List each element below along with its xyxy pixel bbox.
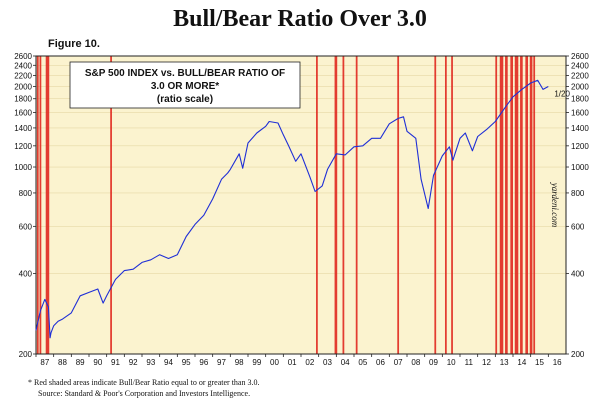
source-note: Source: Standard & Poor's Corporation an… — [38, 389, 251, 398]
y-tick-label-left: 800 — [19, 189, 33, 198]
chart-inner-title: S&P 500 INDEX vs. BULL/BEAR RATIO OF — [85, 68, 285, 79]
y-tick-label-left: 2600 — [14, 52, 32, 61]
y-tick-label-right: 1000 — [571, 163, 589, 172]
bull-bear-shade — [514, 56, 519, 354]
x-tick-label: 87 — [40, 358, 49, 367]
y-tick-label-left: 600 — [19, 222, 33, 231]
chart-inner-title-2: 3.0 OR MORE* — [151, 81, 219, 92]
chart-subtitle: (ratio scale) — [157, 94, 213, 105]
bull-bear-shade — [110, 56, 112, 354]
x-tick-label: 90 — [93, 358, 102, 367]
bull-bear-shade — [355, 56, 358, 354]
y-tick-label-right: 200 — [571, 350, 585, 359]
y-tick-label-right: 1200 — [571, 142, 589, 151]
x-tick-label: 07 — [394, 358, 403, 367]
x-tick-label: 89 — [76, 358, 85, 367]
x-tick-label: 03 — [323, 358, 332, 367]
y-tick-label-right: 1800 — [571, 95, 589, 104]
x-tick-label: 97 — [217, 358, 226, 367]
y-tick-label-left: 400 — [19, 269, 33, 278]
x-tick-label: 15 — [535, 358, 544, 367]
sp500-line — [35, 79, 549, 339]
y-tick-label-right: 1600 — [571, 108, 589, 117]
y-tick-label-right: 2600 — [571, 52, 589, 61]
y-tick-label-left: 1600 — [14, 108, 32, 117]
x-tick-label: 09 — [429, 358, 438, 367]
y-tick-label-right: 400 — [571, 269, 585, 278]
x-tick-label: 01 — [288, 358, 297, 367]
bull-bear-shade — [342, 56, 345, 354]
y-tick-label-left: 2400 — [14, 61, 32, 70]
x-tick-label: 98 — [235, 358, 244, 367]
bull-bear-shade — [505, 56, 508, 354]
y-tick-label-left: 2000 — [14, 82, 32, 91]
bull-bear-shade — [36, 56, 39, 354]
x-tick-label: 05 — [358, 358, 367, 367]
x-tick-label: 95 — [182, 358, 191, 367]
x-tick-label: 96 — [199, 358, 208, 367]
y-tick-label-right: 2400 — [571, 61, 589, 70]
end-date-label: 1/20 — [554, 89, 570, 98]
bull-bear-shade — [525, 56, 529, 354]
y-tick-label-right: 1400 — [571, 124, 589, 133]
bull-bear-shade — [397, 56, 400, 354]
bull-bear-shade — [533, 56, 536, 354]
x-tick-label: 93 — [146, 358, 155, 367]
bull-bear-shade — [316, 56, 318, 354]
y-tick-label-left: 1000 — [14, 163, 32, 172]
x-tick-label: 00 — [270, 358, 279, 367]
bull-bear-shade — [451, 56, 453, 354]
y-tick-label-left: 1800 — [14, 95, 32, 104]
bull-bear-shade — [45, 56, 50, 354]
footnote: * Red shaded areas indicate Bull/Bear Ra… — [28, 378, 260, 387]
bull-bear-shade — [39, 56, 42, 354]
x-tick-label: 14 — [517, 358, 526, 367]
x-tick-label: 88 — [58, 358, 67, 367]
bull-bear-shade — [334, 56, 338, 354]
x-tick-label: 94 — [164, 358, 173, 367]
x-tick-label: 08 — [411, 358, 420, 367]
x-tick-label: 16 — [553, 358, 562, 367]
y-tick-label-left: 1200 — [14, 142, 32, 151]
y-tick-label-left: 200 — [19, 350, 33, 359]
y-tick-label-right: 2000 — [571, 82, 589, 91]
y-tick-label-left: 1400 — [14, 124, 32, 133]
x-tick-label: 13 — [500, 358, 509, 367]
x-tick-label: 99 — [252, 358, 261, 367]
x-tick-label: 11 — [465, 358, 474, 367]
chart-title: Bull/Bear Ratio Over 3.0 — [173, 6, 427, 32]
x-tick-label: 02 — [305, 358, 314, 367]
y-tick-label-right: 600 — [571, 222, 585, 231]
x-tick-label: 10 — [447, 358, 456, 367]
x-tick-label: 91 — [111, 358, 120, 367]
watermark: yardeni.com — [550, 182, 560, 228]
bull-bear-shade — [510, 56, 513, 354]
y-tick-label-left: 2200 — [14, 71, 32, 80]
x-tick-label: 06 — [376, 358, 385, 367]
bull-bear-shade — [444, 56, 447, 354]
bull-bear-shade — [520, 56, 523, 354]
x-tick-label: 04 — [341, 358, 350, 367]
y-tick-label-right: 2200 — [571, 71, 589, 80]
bull-bear-shade — [495, 56, 498, 354]
y-tick-label-right: 800 — [571, 189, 585, 198]
bull-bear-shade — [529, 56, 533, 354]
bull-bear-shade — [499, 56, 504, 354]
x-tick-label: 12 — [482, 358, 491, 367]
legend-box — [69, 61, 301, 109]
bull-bear-shade — [434, 56, 437, 354]
x-tick-label: 92 — [129, 358, 138, 367]
figure-label: Figure 10. — [48, 38, 100, 50]
